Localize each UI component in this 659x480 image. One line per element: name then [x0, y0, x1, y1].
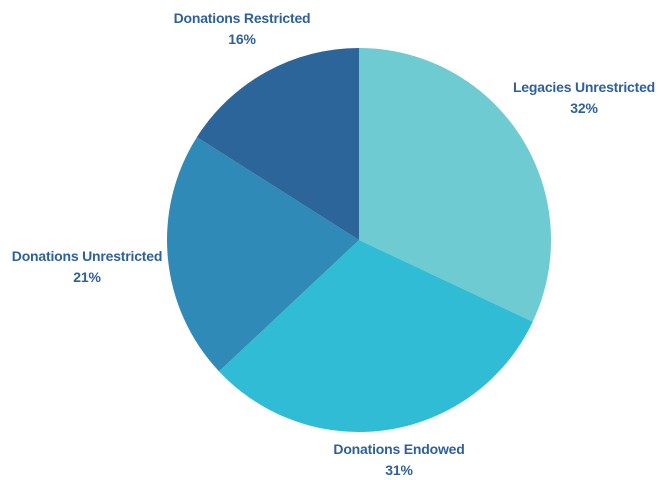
slice-value-label: 21% — [73, 269, 101, 285]
slice-category-label: Donations Unrestricted — [12, 248, 162, 264]
pie-slice-donations-unrestricted — [167, 137, 359, 372]
pie-slices — [167, 48, 552, 432]
pie-slice-legacies-unrestricted — [359, 48, 552, 322]
slice-category-label: Donations Endowed — [333, 441, 464, 457]
slice-category-label: Donations Restricted — [174, 10, 311, 26]
pie-slice-donations-endowed — [219, 240, 533, 432]
slice-category-label: Legacies Unrestricted — [513, 79, 655, 95]
slice-value-label: 31% — [385, 462, 413, 478]
slice-value-label: 32% — [570, 100, 598, 116]
slice-labels: Legacies Unrestricted 32% Donations Endowe… — [12, 10, 655, 478]
pie-slice-donations-restricted — [196, 48, 359, 240]
slice-value-label: 16% — [228, 31, 256, 47]
